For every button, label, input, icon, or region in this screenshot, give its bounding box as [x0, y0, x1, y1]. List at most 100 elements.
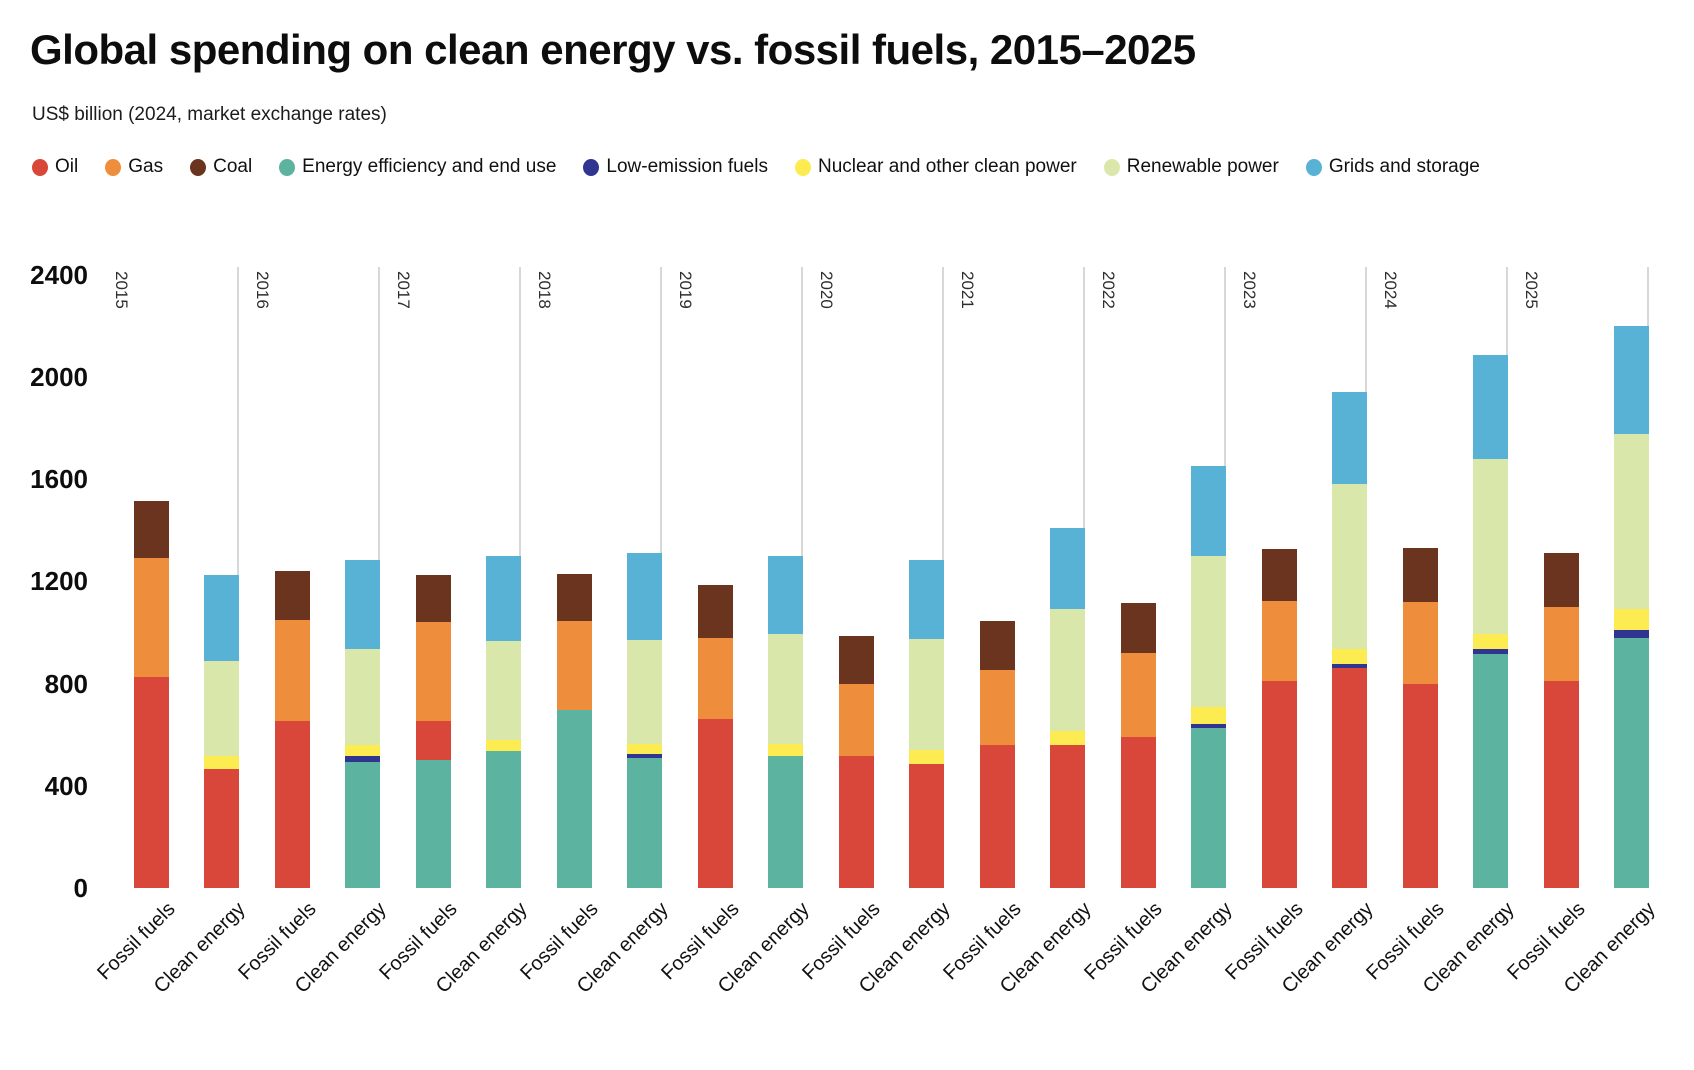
chart-title: Global spending on clean energy vs. foss… — [30, 26, 1196, 73]
bar-segment — [1614, 325, 1649, 435]
bar-2021-fossil-fuels — [979, 621, 1016, 888]
bar-segment — [1050, 744, 1085, 888]
legend-item: Coal — [190, 156, 252, 178]
bar-segment — [768, 555, 803, 634]
y-axis-tick-label: 1200 — [30, 566, 88, 597]
bar-segment — [1544, 553, 1579, 607]
year-label: 2022 — [1099, 270, 1118, 309]
bar-segment — [1614, 434, 1649, 610]
bar-segment — [1050, 609, 1085, 731]
legend-color-dot-icon — [32, 158, 48, 176]
year-label: 2025 — [1522, 270, 1541, 309]
bar-2018-clean-energy — [626, 553, 663, 888]
bar-2022-clean-energy — [1190, 466, 1227, 888]
bar-segment — [134, 558, 169, 678]
y-axis-tick-label: 800 — [44, 668, 88, 699]
chart-subtitle: US$ billion (2024, market exchange rates… — [32, 104, 387, 125]
bar-segment — [1614, 629, 1649, 638]
bar-segment — [698, 585, 733, 638]
bar-segment — [1262, 600, 1297, 682]
bar-segment — [1332, 484, 1367, 650]
legend-item: Oil — [32, 156, 78, 178]
bar-segment — [1121, 652, 1156, 738]
bar-segment — [1332, 392, 1367, 485]
bar-segment — [1544, 681, 1579, 888]
bar-segment — [345, 649, 380, 745]
legend-item: Gas — [105, 156, 163, 178]
legend-color-dot-icon — [1103, 158, 1120, 176]
bar-segment — [275, 571, 310, 620]
bar-2018-fossil-fuels — [556, 573, 593, 888]
bar-segment — [1473, 649, 1508, 655]
year-label: 2023 — [1240, 270, 1259, 309]
bar-segment — [204, 756, 239, 770]
bar-segment — [1473, 633, 1508, 650]
year-label: 2024 — [1381, 270, 1400, 309]
year-label: 2021 — [958, 270, 977, 309]
bar-2025-clean-energy — [1613, 325, 1650, 888]
legend-item: Low-emission fuels — [583, 156, 768, 178]
bar-2016-fossil-fuels — [274, 571, 311, 888]
legend-item-label: Renewable power — [1126, 156, 1279, 177]
bar-2021-clean-energy — [1049, 527, 1086, 888]
bar-2020-fossil-fuels — [838, 636, 875, 888]
bar-segment — [204, 769, 239, 888]
chart-legend: Oil Gas Coal Energy efficiency and end use L… — [32, 156, 1480, 178]
legend-color-dot-icon — [1305, 158, 1322, 176]
bar-segment — [909, 638, 944, 751]
y-axis-tick-label: 400 — [44, 770, 88, 801]
bar-segment — [627, 753, 662, 758]
bar-segment — [1262, 549, 1297, 601]
bar-segment — [980, 744, 1015, 888]
bar-segment — [1191, 555, 1226, 707]
bar-2017-clean-energy — [485, 555, 522, 888]
y-axis-tick-label: 0 — [73, 873, 88, 903]
bar-segment — [1473, 654, 1508, 888]
year-label: 2020 — [817, 270, 836, 309]
legend-item-label: Grids and storage — [1328, 156, 1480, 177]
bar-segment — [1262, 681, 1297, 888]
year-label: 2016 — [253, 270, 272, 309]
bar-segment — [557, 710, 592, 888]
legend-item: Renewable power — [1103, 156, 1279, 178]
bar-2019-fossil-fuels — [697, 585, 734, 888]
bar-segment — [275, 619, 310, 721]
bar-segment — [627, 553, 662, 641]
bar-segment — [486, 739, 521, 752]
bar-2015-clean-energy — [203, 575, 240, 888]
bar-segment — [909, 750, 944, 765]
bar-segment — [557, 573, 592, 621]
bar-segment — [768, 756, 803, 888]
bar-segment — [839, 683, 874, 757]
bar-segment — [1614, 609, 1649, 630]
bar-segment — [1191, 728, 1226, 888]
legend-item-label: Coal — [213, 156, 253, 177]
bar-segment — [416, 575, 451, 623]
bar-2023-clean-energy — [1331, 392, 1368, 888]
bar-segment — [345, 744, 380, 757]
bar-segment — [1403, 601, 1438, 684]
legend-color-dot-icon — [190, 158, 207, 176]
legend-item: Grids and storage — [1305, 156, 1480, 178]
bar-segment — [698, 637, 733, 720]
bar-segment — [627, 640, 662, 744]
legend-item: Nuclear and other clean power — [794, 156, 1077, 178]
bar-segment — [980, 669, 1015, 745]
bar-segment — [839, 756, 874, 888]
bar-segment — [980, 621, 1015, 670]
legend-item: Energy efficiency and end use — [279, 156, 556, 178]
legend-item-label: Low-emission fuels — [606, 156, 768, 177]
bar-2019-clean-energy — [767, 555, 804, 888]
bar-2023-fossil-fuels — [1261, 549, 1298, 888]
bar-segment — [1121, 603, 1156, 653]
bar-segment — [134, 500, 169, 559]
bar-segment — [1050, 730, 1085, 745]
legend-color-dot-icon — [794, 158, 811, 176]
legend-color-dot-icon — [105, 158, 122, 176]
bar-segment — [345, 756, 380, 762]
bar-segment — [1332, 664, 1367, 669]
bar-segment — [627, 757, 662, 888]
bar-segment — [1473, 355, 1508, 459]
bar-segment — [486, 555, 521, 642]
bar-segment — [345, 559, 380, 650]
